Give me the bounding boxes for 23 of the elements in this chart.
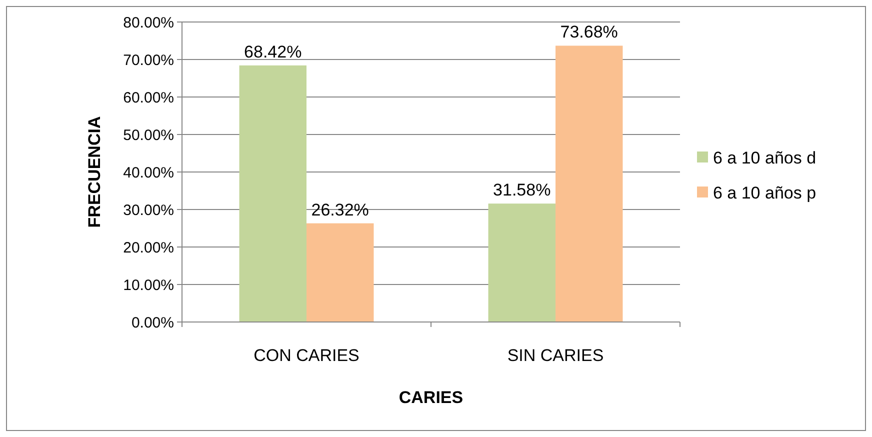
data-label: 68.42% [244, 42, 302, 62]
data-label: 31.58% [493, 180, 551, 200]
y-tick-label: 70.00% [123, 52, 174, 69]
y-tick-label: 60.00% [123, 89, 174, 106]
bar [306, 223, 374, 322]
y-tick-label: 10.00% [123, 276, 174, 294]
y-tick-label: 40.00% [123, 164, 174, 182]
y-axis-title: FRECUENCIA [85, 116, 104, 228]
x-axis-title: CARIES [398, 388, 464, 407]
data-label: 26.32% [311, 200, 369, 220]
x-tick-label: SIN CARIES [507, 346, 604, 365]
bar [556, 46, 623, 322]
x-tick-label: CON CARIES [254, 346, 360, 365]
legend-label: 6 a 10 años p [713, 183, 816, 202]
data-label: 73.68% [560, 22, 618, 42]
y-tick-label: 50.00% [123, 126, 174, 144]
legend-label: 6 a 10 años d [713, 148, 816, 168]
y-tick-label: 30.00% [123, 202, 174, 219]
y-tick-label: 20.00% [123, 239, 174, 256]
y-tick-label: 80.00% [123, 14, 174, 32]
y-tick-label: 0.00% [131, 314, 174, 332]
bar [488, 204, 556, 322]
bar [239, 65, 306, 322]
